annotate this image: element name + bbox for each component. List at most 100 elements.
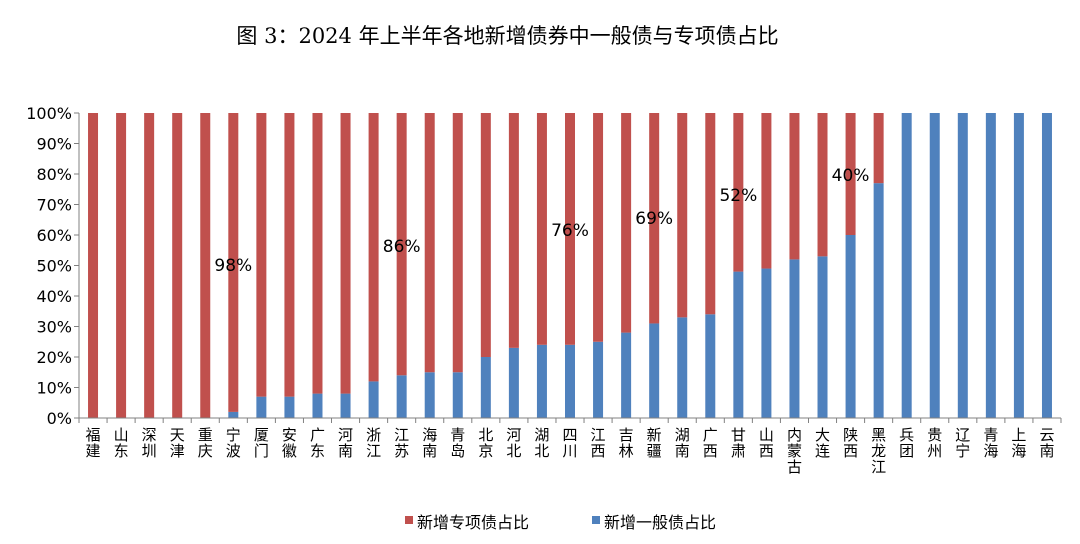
y-tick-label: 50% [36, 257, 72, 276]
y-tick-label: 100% [26, 104, 72, 123]
bar-special-1 [116, 113, 127, 418]
x-tick-label: 北京 [478, 426, 493, 460]
bar-general-29 [901, 113, 912, 418]
bar-special-26 [817, 113, 828, 257]
x-tick-label: 天津 [170, 426, 185, 460]
y-tick-label: 80% [36, 165, 72, 184]
bar-special-20 [649, 113, 660, 324]
bar-special-16 [536, 113, 547, 345]
x-tick-label: 山西 [759, 426, 774, 460]
bar-special-7 [284, 113, 295, 397]
bar-general-13 [452, 372, 463, 418]
bar-special-0 [88, 113, 99, 418]
bar-general-21 [677, 317, 688, 418]
y-tick-label: 10% [36, 379, 72, 398]
annotation-label: 98% [214, 256, 252, 276]
bar-general-5 [228, 411, 239, 418]
bar-general-20 [649, 323, 660, 418]
bar-general-11 [396, 375, 407, 418]
x-tick-label: 青海 [983, 426, 998, 460]
bar-general-8 [312, 393, 323, 418]
annotation-label: 52% [719, 186, 757, 206]
y-tick-label: 0% [47, 409, 72, 428]
bar-special-2 [144, 113, 155, 418]
bar-general-18 [593, 341, 604, 418]
bar-special-22 [705, 113, 716, 315]
bar-special-8 [312, 113, 323, 394]
y-tick-label: 90% [36, 135, 72, 154]
legend-swatch-1 [592, 516, 600, 524]
x-tick-label: 重庆 [198, 426, 213, 460]
annotation-label: 40% [832, 166, 870, 186]
bar-general-33 [1013, 113, 1024, 418]
bar-special-27 [845, 113, 856, 235]
x-tick-label: 大连 [815, 426, 830, 460]
x-tick-label: 青岛 [450, 426, 465, 460]
annotation-label: 86% [383, 237, 421, 257]
bar-special-25 [789, 113, 800, 260]
bar-general-32 [985, 113, 996, 418]
legend-swatch-0 [405, 516, 413, 524]
bar-general-6 [256, 396, 267, 418]
bar-special-3 [172, 113, 183, 418]
x-tick-label: 四川 [562, 426, 577, 460]
y-tick-label: 70% [36, 196, 72, 215]
bar-general-19 [621, 332, 632, 418]
bar-general-16 [536, 344, 547, 418]
legend-label-1: 新增一般债占比 [604, 513, 716, 532]
bar-general-23 [733, 271, 744, 418]
x-tick-label: 湖南 [675, 426, 690, 460]
x-tick-label: 厦门 [254, 426, 269, 460]
bar-special-13 [452, 113, 463, 373]
bar-special-12 [424, 113, 435, 373]
bar-special-10 [368, 113, 379, 382]
x-tick-label: 河北 [506, 426, 521, 460]
x-tick-label: 江苏 [394, 426, 409, 460]
x-tick-label: 海南 [422, 426, 437, 460]
bar-general-15 [508, 347, 519, 418]
y-tick-label: 60% [36, 226, 72, 245]
bar-general-7 [284, 396, 295, 418]
x-tick-label: 黑龙江 [871, 426, 886, 476]
x-tick-label: 陕西 [843, 426, 858, 460]
bar-general-31 [957, 113, 968, 418]
bar-general-25 [789, 259, 800, 418]
x-tick-label: 山东 [114, 426, 129, 460]
x-tick-label: 福建 [86, 426, 101, 460]
bar-special-9 [340, 113, 351, 394]
x-tick-label: 贵州 [927, 426, 942, 460]
x-tick-label: 兵团 [899, 426, 914, 460]
x-tick-label: 浙江 [366, 426, 381, 460]
bar-general-22 [705, 314, 716, 418]
x-tick-label: 广东 [310, 426, 325, 460]
annotation-label: 76% [551, 221, 589, 241]
x-tick-label: 甘肃 [731, 426, 746, 460]
bar-special-23 [733, 113, 744, 272]
y-tick-label: 30% [36, 318, 72, 337]
bar-general-30 [929, 113, 940, 418]
bar-general-24 [761, 268, 772, 418]
bar-special-11 [396, 113, 407, 376]
bar-general-12 [424, 372, 435, 418]
bar-special-28 [873, 113, 884, 184]
bar-general-27 [845, 235, 856, 418]
bar-general-26 [817, 256, 828, 418]
x-tick-label: 安徽 [282, 426, 297, 460]
bar-general-34 [1041, 113, 1052, 418]
x-tick-label: 内蒙古 [787, 426, 802, 476]
bar-special-18 [593, 113, 604, 342]
bar-general-10 [368, 381, 379, 418]
x-tick-label: 宁波 [226, 426, 241, 460]
bar-special-19 [621, 113, 632, 333]
bar-special-21 [677, 113, 688, 318]
x-tick-label: 江西 [591, 426, 606, 460]
x-tick-label: 湖北 [534, 426, 549, 460]
x-tick-label: 云南 [1039, 426, 1054, 460]
bar-special-6 [256, 113, 267, 397]
y-tick-label: 40% [36, 287, 72, 306]
y-tick-label: 20% [36, 348, 72, 367]
legend-label-0: 新增专项债占比 [417, 513, 529, 532]
x-tick-label: 吉林 [619, 426, 634, 460]
bar-special-14 [480, 113, 491, 357]
